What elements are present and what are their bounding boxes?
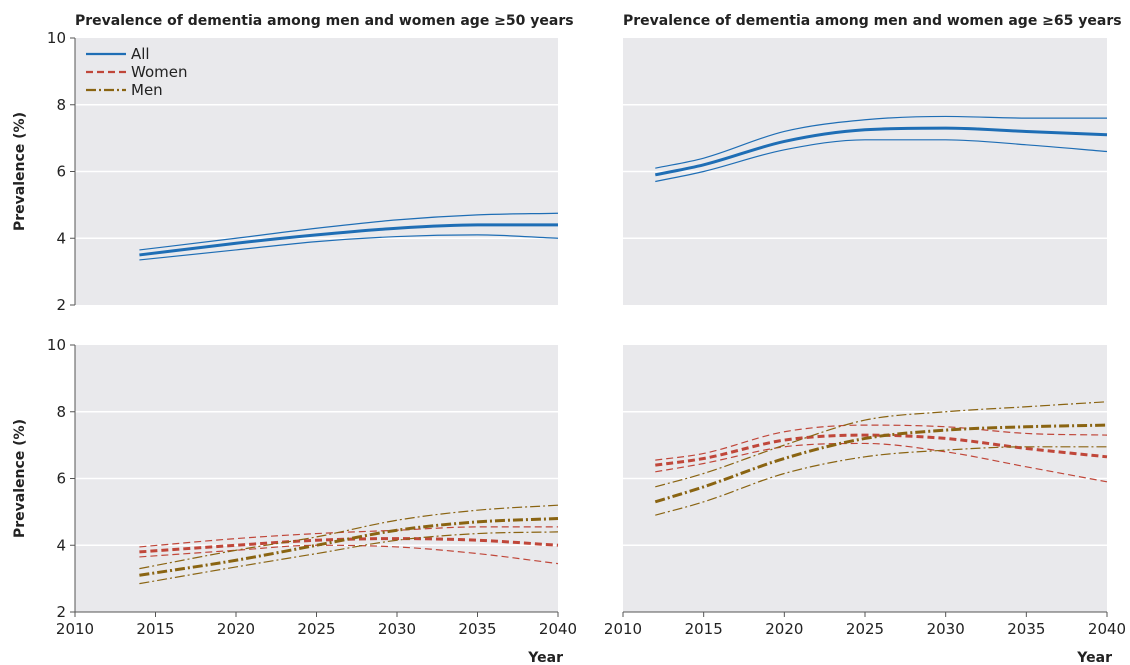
y-tick-label: 8 xyxy=(56,403,66,421)
x-tick-label: 2010 xyxy=(604,620,642,638)
y-axis-label: Prevalence (%) xyxy=(12,112,28,231)
series-men-line xyxy=(139,517,559,577)
panel-sex65: 2010 2015 2020 2025 2030 2035 2040 Year xyxy=(604,345,1126,665)
legend-label-all: All xyxy=(131,45,150,63)
series-women-line xyxy=(655,433,1108,467)
series-all-lower-bound xyxy=(655,139,1108,183)
x-tick-label: 2035 xyxy=(1007,620,1045,638)
x-tick-label: 2015 xyxy=(136,620,174,638)
x-axis-label: Year xyxy=(527,650,563,665)
y-tick-label: 4 xyxy=(56,229,66,247)
y-tick-label: 6 xyxy=(56,163,66,181)
series-all-line xyxy=(139,223,558,257)
series-women-line xyxy=(139,537,559,554)
y-tick-label: 10 xyxy=(47,336,66,354)
series-women-upper-bound xyxy=(655,424,1108,461)
y-tick-label: 4 xyxy=(56,536,66,554)
legend-label-men: Men xyxy=(131,81,163,99)
x-tick-label: 2025 xyxy=(297,620,335,638)
panel-title: Prevalence of dementia among men and wom… xyxy=(623,13,1122,29)
series-women-upper-bound xyxy=(139,526,558,548)
legend-label-women: Women xyxy=(131,63,187,81)
series-all-line xyxy=(654,126,1108,177)
y-axis-label: Prevalence (%) xyxy=(12,419,28,538)
panel-title: Prevalence of dementia among men and wom… xyxy=(75,13,574,29)
series-all-upper-bound xyxy=(139,212,559,251)
panel-sex50: 2 4 6 8 10 2010 2015 2020 2025 2030 2035 2040 Preval… xyxy=(12,336,577,665)
x-tick-label: 2030 xyxy=(927,620,965,638)
panel-all50: 2 4 6 8 10 Prevalence of dementia among men a… xyxy=(12,13,574,314)
panel-all65: Prevalence of dementia among men and wom… xyxy=(623,13,1122,305)
y-tick-label: 10 xyxy=(47,29,66,47)
x-axis-label: Year xyxy=(1076,650,1112,665)
series-all-lower-bound xyxy=(139,234,559,261)
x-tick-label: 2015 xyxy=(685,620,723,638)
x-tick-label: 2040 xyxy=(539,620,577,638)
series-men-upper-bound xyxy=(655,401,1108,488)
x-tick-label: 2035 xyxy=(458,620,496,638)
x-tick-label: 2010 xyxy=(56,620,94,638)
series-men-lower-bound xyxy=(139,531,559,585)
y-tick-label: 8 xyxy=(56,96,66,114)
x-tick-label: 2025 xyxy=(846,620,884,638)
y-tick-label: 6 xyxy=(56,470,66,488)
series-men-line xyxy=(654,423,1108,504)
series-all-upper-bound xyxy=(655,115,1107,169)
x-tick-label: 2030 xyxy=(378,620,416,638)
y-tick-label: 2 xyxy=(56,603,66,621)
series-men-upper-bound xyxy=(139,504,559,570)
x-tick-label: 2020 xyxy=(217,620,255,638)
series-men-lower-bound xyxy=(655,446,1107,516)
series-women-lower-bound xyxy=(655,442,1108,483)
y-tick-label: 2 xyxy=(56,296,66,314)
x-tick-label: 2020 xyxy=(765,620,803,638)
series-women-lower-bound xyxy=(139,544,559,565)
x-tick-label: 2040 xyxy=(1088,620,1126,638)
